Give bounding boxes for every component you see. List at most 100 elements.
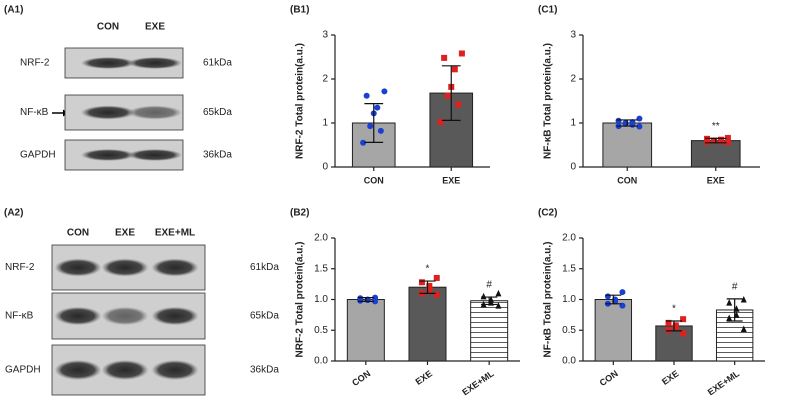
size-label: 36kDa <box>250 365 279 376</box>
y-axis-label: NF-κB Total protein(a.u.) <box>543 242 554 358</box>
lane-label: CON <box>67 228 89 239</box>
blot-band <box>54 258 102 277</box>
y-tick-label: 2.0 <box>562 233 576 244</box>
data-point <box>433 274 440 281</box>
protein-label: NF-κB <box>5 311 34 322</box>
data-point <box>360 139 367 146</box>
data-point <box>495 302 502 309</box>
x-tick-label: EXE+ML <box>706 368 742 397</box>
protein-label: NRF-2 <box>20 58 50 69</box>
significance-mark: * <box>426 264 430 275</box>
data-point <box>672 324 679 331</box>
data-point <box>636 123 643 130</box>
data-point <box>665 327 672 334</box>
size-label: 65kDa <box>250 311 279 322</box>
data-point <box>726 314 733 321</box>
data-point <box>374 104 381 111</box>
y-tick-label: 2 <box>322 74 328 85</box>
blot-band <box>151 306 199 326</box>
data-point <box>740 296 747 303</box>
data-point <box>711 137 718 144</box>
y-tick-label: 1 <box>322 118 328 129</box>
blot-band <box>80 105 136 120</box>
x-tick-label: EXE <box>660 368 680 387</box>
error-bar <box>481 296 498 306</box>
y-axis-label: NRF-2 Total protein(a.u.) <box>295 242 306 358</box>
lane-label: EXE <box>145 22 165 33</box>
blot-band <box>151 258 199 277</box>
y-tick-label: 1.5 <box>562 263 576 274</box>
data-point <box>680 330 687 337</box>
y-tick-label: 0.0 <box>562 356 576 367</box>
significance-mark: ** <box>712 121 720 132</box>
y-tick-label: 2.0 <box>314 233 328 244</box>
y-tick-label: 1.0 <box>314 294 328 305</box>
y-tick-label: 0.5 <box>562 325 576 336</box>
panel-label: (A1) <box>4 5 23 16</box>
data-point <box>740 325 747 333</box>
blot-band <box>54 306 102 326</box>
size-label: 65kDa <box>203 107 232 118</box>
data-point <box>363 92 370 99</box>
data-point <box>418 279 425 286</box>
blot-band <box>127 57 183 69</box>
data-point <box>615 117 622 124</box>
x-tick-label: EXE <box>414 368 434 387</box>
bar <box>408 286 447 362</box>
error-bar <box>616 119 638 127</box>
data-point <box>704 138 711 145</box>
y-axis-label: NF-κB Total protein(a.u.) <box>543 43 554 159</box>
error-bar <box>665 320 683 332</box>
y-tick-label: 1 <box>570 118 576 129</box>
size-label: 36kDa <box>203 150 232 161</box>
y-tick-label: 0.5 <box>314 325 328 336</box>
data-point <box>724 134 731 141</box>
panel-label: (B2) <box>290 208 309 219</box>
bar <box>346 299 385 362</box>
data-point <box>680 316 687 323</box>
x-tick-label: CON <box>350 368 372 388</box>
y-tick-label: 1.0 <box>562 294 576 305</box>
blot-band <box>80 149 136 161</box>
bar <box>470 300 509 362</box>
x-tick-label: CON <box>598 368 620 388</box>
error-bar <box>441 65 461 121</box>
data-point <box>495 289 502 297</box>
blot-band <box>101 360 149 380</box>
significance-mark: # <box>486 280 492 291</box>
error-bar <box>357 297 374 302</box>
data-point <box>619 289 626 296</box>
data-point <box>367 123 374 130</box>
protein-label: GAPDH <box>5 365 41 376</box>
blot-band <box>151 360 199 380</box>
data-point <box>604 293 611 300</box>
panel-label: (C2) <box>538 208 557 219</box>
data-point <box>426 287 433 294</box>
y-axis-label: NRF-2 Total protein(a.u.) <box>295 43 306 159</box>
protein-label: NRF-2 <box>5 262 35 273</box>
data-point <box>724 139 731 146</box>
x-tick-label: EXE+ML <box>460 368 496 397</box>
data-point <box>629 121 636 128</box>
error-bar <box>419 280 436 294</box>
lane-label: CON <box>97 22 119 33</box>
blot-band <box>101 306 149 326</box>
protein-label: NF-κB <box>20 107 49 118</box>
data-point <box>636 115 643 122</box>
blot-band <box>127 149 183 161</box>
panel-label: (A2) <box>4 208 23 219</box>
protein-label: GAPDH <box>20 150 56 161</box>
blot-band <box>127 105 183 120</box>
blot-band <box>54 360 102 380</box>
size-label: 61kDa <box>250 262 279 273</box>
x-tick-label: EXE <box>707 175 725 185</box>
error-bar <box>726 298 743 322</box>
panel-label: (C1) <box>538 5 557 16</box>
y-tick-label: 1.5 <box>314 263 328 274</box>
data-point <box>426 282 433 289</box>
x-tick-label: EXE <box>442 175 460 185</box>
y-tick-label: 0 <box>322 162 328 173</box>
data-point <box>458 50 465 57</box>
data-point <box>480 292 487 300</box>
